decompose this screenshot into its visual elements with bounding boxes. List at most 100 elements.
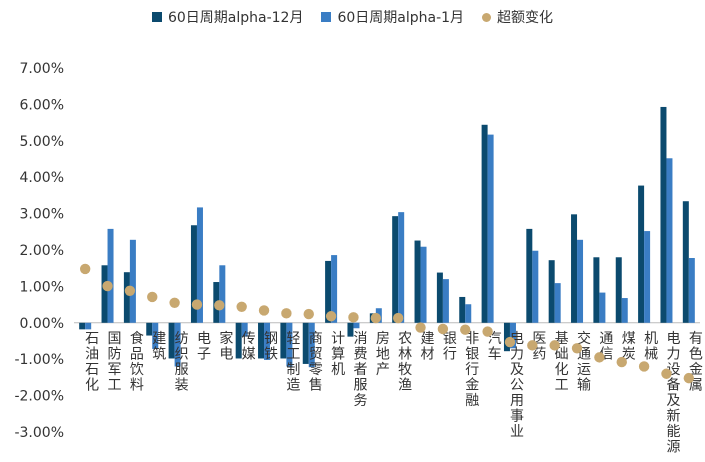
data-point <box>370 312 382 324</box>
bar <box>280 322 287 359</box>
bar <box>398 212 405 323</box>
data-point <box>191 299 203 310</box>
bar <box>503 322 510 352</box>
bar <box>129 239 136 323</box>
y-tick-label: 2.00% <box>20 243 64 259</box>
y-tick-label: -2.00% <box>14 389 64 405</box>
x-tick-label: 计算机 <box>331 331 345 378</box>
x-tick-label: 传媒 <box>242 331 256 363</box>
x-tick-label: 石油石化 <box>85 331 99 394</box>
bar <box>526 228 533 323</box>
y-tick-label: 7.00% <box>20 61 64 77</box>
bar <box>347 322 354 337</box>
legend-label-series-1: 60日周期alpha-12月 <box>167 10 304 26</box>
data-point <box>661 368 672 379</box>
bar <box>436 272 443 323</box>
x-tick-label: 消费者服务 <box>353 331 367 409</box>
bar <box>414 240 421 323</box>
bar <box>599 292 606 323</box>
bar <box>152 322 159 350</box>
bar <box>101 265 108 323</box>
data-point <box>549 340 560 351</box>
data-point <box>348 312 359 323</box>
data-point <box>616 356 627 368</box>
y-tick-label: 0.00% <box>20 316 64 332</box>
bar <box>459 296 466 323</box>
data-point <box>594 352 605 363</box>
x-tick-label: 家电 <box>219 330 233 363</box>
bar <box>286 322 293 367</box>
bar <box>85 322 92 330</box>
legend-item-series-1: 60日周期alpha-12月 <box>151 7 304 27</box>
data-point <box>258 305 270 316</box>
bar <box>79 322 86 330</box>
data-point <box>281 308 292 319</box>
bar <box>331 255 338 323</box>
bar <box>219 265 226 323</box>
x-tick-label: 轻工制造 <box>286 331 300 394</box>
y-tick-label: 4.00% <box>20 170 64 186</box>
x-tick-label: 电力及公用事业 <box>510 331 524 440</box>
data-point <box>236 301 247 312</box>
data-point <box>683 372 695 384</box>
bar <box>264 322 271 360</box>
data-point <box>638 361 650 372</box>
x-tick-label: 电子 <box>197 331 211 363</box>
legend-label-series-3: 超额变化 <box>497 10 554 26</box>
x-tick-label: 交通运输 <box>577 330 591 394</box>
bar <box>302 322 309 364</box>
bar <box>554 283 561 323</box>
data-point <box>571 343 583 354</box>
x-tick-label: 机械 <box>644 331 658 363</box>
legend-swatch-series-1 <box>151 12 162 22</box>
data-point <box>415 322 426 333</box>
y-tick-label: 5.00% <box>20 134 64 150</box>
bar <box>174 322 181 367</box>
data-point <box>102 280 113 292</box>
bar <box>666 158 673 323</box>
data-point <box>79 263 91 275</box>
bar <box>235 322 242 359</box>
x-tick-label: 食品饮料 <box>130 330 144 394</box>
x-tick-label: 电力设备及新能源 <box>666 331 680 456</box>
bar <box>532 250 539 323</box>
data-point <box>527 340 538 351</box>
bar <box>325 260 332 323</box>
bar <box>420 246 427 323</box>
x-tick-label: 国防军工 <box>108 331 122 394</box>
data-point <box>437 323 449 335</box>
bar <box>465 304 472 323</box>
x-tick-label: 基础化工 <box>555 330 569 394</box>
data-point <box>214 300 225 311</box>
bar <box>258 322 265 359</box>
bar <box>688 258 695 323</box>
bar <box>644 231 651 323</box>
data-point <box>482 326 493 337</box>
x-tick-label: 建材 <box>421 331 435 363</box>
data-point <box>147 291 158 303</box>
x-tick-label: 纺织服装 <box>175 331 189 394</box>
y-tick-label: 6.00% <box>20 97 64 113</box>
x-tick-label: 商贸零售 <box>309 331 323 394</box>
bar <box>571 214 578 323</box>
x-tick-label: 农林牧渔 <box>398 331 412 394</box>
bar <box>308 322 315 368</box>
legend-swatch-series-2 <box>321 12 332 22</box>
legend-marker-series-3 <box>482 12 492 22</box>
y-tick-label: 3.00% <box>20 207 64 223</box>
data-point <box>392 312 404 324</box>
x-tick-label: 有色金属 <box>689 331 703 394</box>
data-point <box>325 311 337 322</box>
bar <box>593 257 600 323</box>
bar <box>353 322 360 329</box>
bar <box>682 201 689 323</box>
x-tick-label: 建筑 <box>152 331 166 363</box>
bar <box>481 124 488 323</box>
legend-item-series-3: 超额变化 <box>482 7 553 27</box>
legend-label-series-2: 60日周期alpha-1月 <box>337 10 465 26</box>
y-tick-label: 1.00% <box>20 279 64 295</box>
bar <box>638 185 645 323</box>
bar <box>509 322 516 349</box>
bar <box>241 322 248 337</box>
